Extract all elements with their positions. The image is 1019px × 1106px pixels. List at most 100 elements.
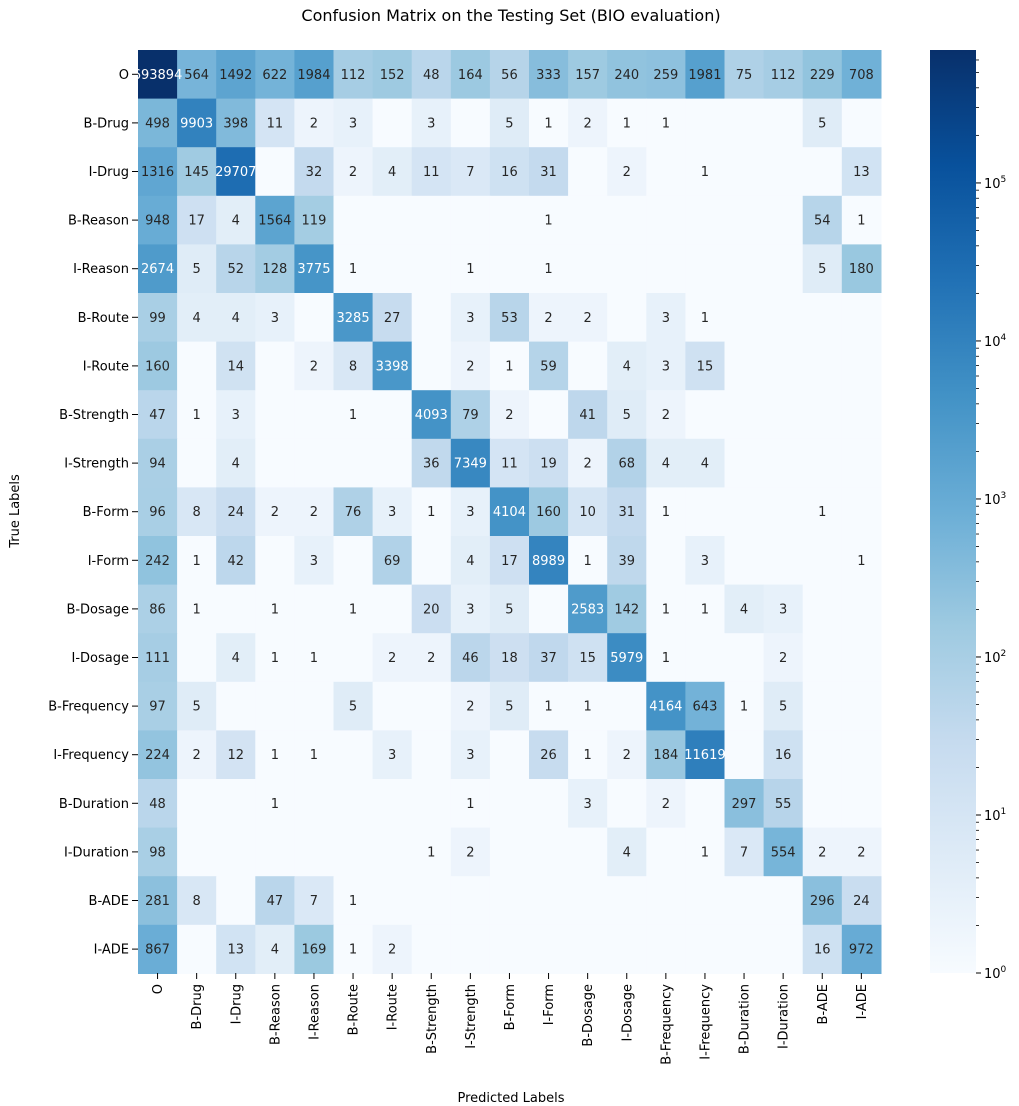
heatmap-cell [372, 681, 413, 731]
x-tick-label: B-Dosage [581, 984, 596, 1047]
cell-value: 145 [184, 165, 209, 180]
heatmap-cell [255, 390, 295, 440]
cell-value: 4 [388, 165, 396, 180]
heatmap-cell [177, 293, 217, 343]
heatmap-cell [607, 487, 647, 537]
heatmap-cell [763, 876, 804, 926]
heatmap-cell [646, 341, 686, 391]
chart-title: Confusion Matrix on the Testing Set (BIO… [301, 6, 720, 25]
heatmap-cell [607, 438, 647, 488]
heatmap-cell [802, 924, 843, 974]
heatmap-cell [177, 536, 217, 586]
heatmap-cell [724, 779, 765, 829]
y-tick-label: B-ADE [89, 894, 129, 909]
cell-value: 2 [466, 845, 474, 860]
heatmap-cell [802, 341, 843, 391]
heatmap-cell [489, 98, 530, 148]
heatmap-cell [372, 390, 413, 440]
heatmap-cell [646, 390, 686, 440]
heatmap-cell [529, 244, 569, 294]
heatmap-cell [802, 730, 843, 780]
cell-value: 10 [579, 505, 596, 520]
cell-value: 2 [310, 505, 318, 520]
heatmap-cell [607, 876, 647, 926]
heatmap-cell [489, 293, 530, 343]
cell-value: 333 [536, 68, 561, 83]
heatmap-cell [607, 293, 647, 343]
cell-value: 56 [501, 68, 518, 83]
heatmap-cell [646, 50, 686, 100]
heatmap-cell [529, 779, 569, 829]
heatmap-cell [177, 195, 217, 245]
heatmap-cell [450, 681, 491, 731]
cell-value: 11 [501, 457, 518, 472]
heatmap-cell [568, 924, 608, 974]
cell-value: 2 [818, 845, 826, 860]
heatmap-cell [177, 487, 217, 537]
cell-value: 2 [388, 651, 396, 666]
cell-value: 5 [193, 700, 201, 715]
heatmap-cell [294, 341, 335, 391]
cell-value: 3 [466, 505, 474, 520]
heatmap-cell [255, 50, 295, 100]
heatmap-cell [841, 293, 882, 343]
heatmap-cell-labels: 693894 564 1492 622 1984 112 152 48 164 56 333 157 2… [133, 68, 874, 958]
heatmap-cell [294, 779, 335, 829]
heatmap-cell [177, 98, 217, 148]
heatmap-cell [724, 147, 765, 197]
heatmap-cell [841, 341, 882, 391]
y-tick-label: I-Reason [73, 262, 129, 277]
heatmap-cell [802, 98, 843, 148]
cell-value: 564 [184, 68, 209, 83]
heatmap-cell [763, 147, 804, 197]
y-axis-ticks: O B-Drug I-Drug B-Reason I-Reason B-Route I-Ro… [48, 68, 138, 958]
heatmap-cell [255, 341, 295, 391]
heatmap-cell [138, 730, 178, 780]
cell-value: 242 [145, 554, 170, 569]
cell-value: 12 [227, 748, 244, 763]
x-tick-label: I-Frequency [698, 984, 713, 1060]
heatmap-cell [763, 779, 804, 829]
cell-value: 5 [505, 602, 513, 617]
cell-value: 1 [740, 700, 748, 715]
heatmap-cell [411, 50, 452, 100]
heatmap-cell [763, 536, 804, 586]
heatmap-cell [685, 487, 726, 537]
cell-value: 1 [193, 408, 201, 423]
heatmap-cell [450, 50, 491, 100]
heatmap-cell [450, 633, 491, 683]
cell-value: 4093 [415, 408, 448, 423]
heatmap-cell [724, 195, 765, 245]
cell-value: 1 [544, 214, 552, 229]
cell-value: 3 [388, 505, 396, 520]
heatmap-cell [646, 147, 686, 197]
heatmap-cell [450, 195, 491, 245]
cell-value: 1 [349, 602, 357, 617]
cell-value: 2 [193, 748, 201, 763]
y-tick-label: B-Reason [68, 214, 129, 229]
heatmap-cell [802, 827, 843, 877]
heatmap-cell [529, 827, 569, 877]
cell-value: 2 [271, 505, 279, 520]
heatmap-cell [841, 50, 882, 100]
cell-value: 7349 [454, 457, 487, 472]
y-tick-label: I-Dosage [72, 651, 129, 666]
cell-value: 1 [193, 554, 201, 569]
heatmap-cell [685, 390, 726, 440]
heatmap-cell [177, 50, 217, 100]
cell-value: 27 [384, 311, 401, 326]
cell-value: 7 [310, 894, 318, 909]
x-tick-label: B-Reason [268, 984, 283, 1045]
cell-value: 1 [271, 797, 279, 812]
heatmap-cell [255, 633, 295, 683]
cell-value: 18 [501, 651, 518, 666]
cell-value: 1 [349, 894, 357, 909]
heatmap-cell [568, 293, 608, 343]
heatmap-cell [529, 584, 569, 634]
cell-value: 281 [145, 894, 170, 909]
heatmap-cell [216, 779, 256, 829]
heatmap-cell [568, 536, 608, 586]
heatmap-cell [333, 536, 374, 586]
heatmap-cell [568, 98, 608, 148]
heatmap-cell [294, 244, 335, 294]
